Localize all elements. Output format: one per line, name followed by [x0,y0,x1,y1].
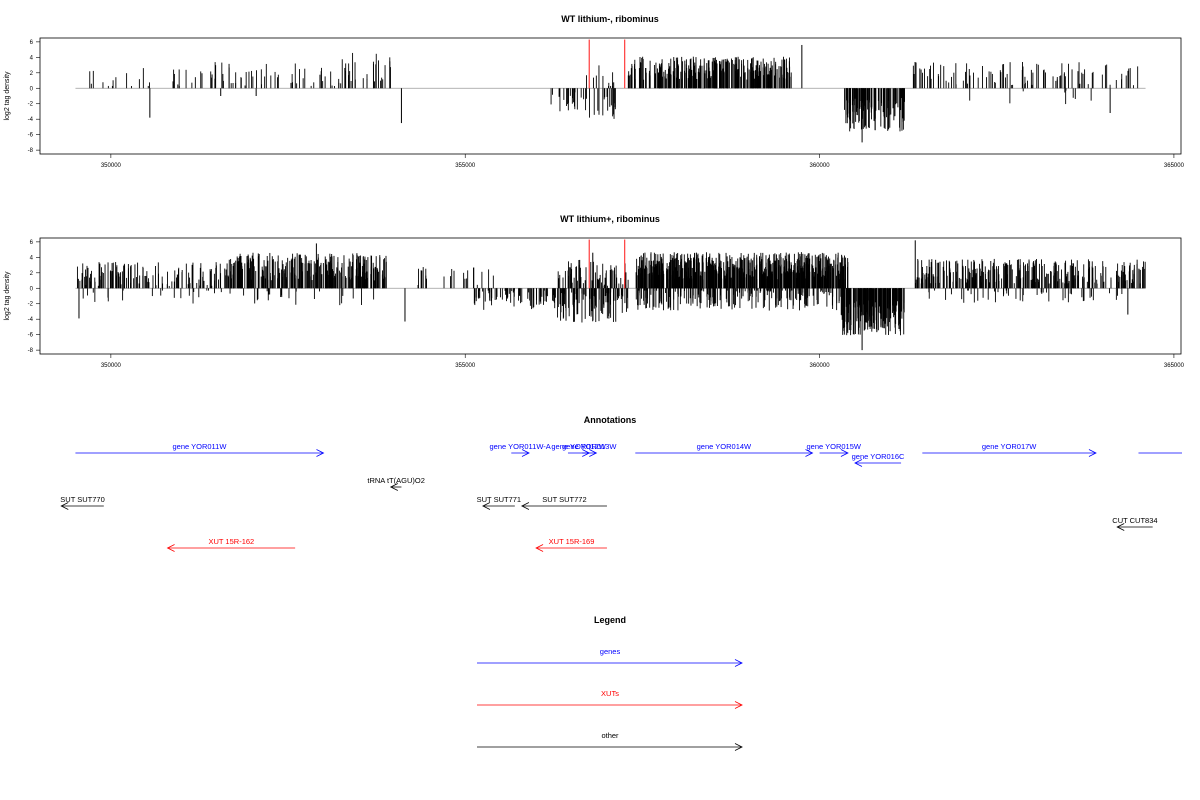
y-tick-label: -8 [28,148,34,154]
feature-arrow-head [1116,523,1125,531]
y-tick-label: 6 [30,40,34,46]
legend-entry: genes [477,647,743,667]
legend-label: other [601,731,619,740]
feature-arrow [922,449,1097,457]
y-tick-label: -4 [28,117,34,123]
feature-label: SUT SUT772 [542,495,586,504]
feature-arrow [582,449,598,457]
feature-arrow [535,544,607,552]
x-tick-label: 350000 [101,363,122,369]
panel-1-ylabel: log2 tag density [4,71,11,121]
feature-arrow-head [316,449,325,457]
feature-arrow [521,502,607,510]
y-tick-label: 2 [30,271,34,277]
feature-arrow [60,502,104,510]
feature-arrow-head [805,449,814,457]
y-tick-label: 6 [30,240,34,246]
feature-arrow [854,459,902,467]
legend-arrow-head [734,743,743,751]
y-tick-label: -4 [28,317,34,323]
feature-arrow [1116,523,1153,531]
y-tick-label: -2 [28,302,34,308]
panel-2-ylabel: log2 tag density [4,271,11,321]
y-tick-label: 4 [30,55,34,61]
feature-arrow-head [389,483,398,491]
feature-label: XUT 15R-169 [549,537,595,546]
feature-label: XUT 15R-162 [208,537,254,546]
annotation-features: gene YOR011W gene YOR011W-A gene YOR012Wge… [60,442,1182,552]
panel-2-axes: 6 4 2 0 -2 -4 -6 -8 350000 355000 360000 365000 [28,240,1185,369]
feature-arrow-head [854,459,863,467]
legend-entries: genes XUTs other [477,647,743,751]
feature-arrow [511,449,530,457]
y-tick-label: 4 [30,255,34,261]
feature-label: tRNA tT(AGU)O2 [367,476,425,485]
legend-title: Legend [594,615,626,625]
y-tick-label: -6 [28,333,34,339]
feature-arrow-head [166,544,175,552]
panel-1-bars [75,39,1146,143]
feature-arrow [389,483,402,491]
feature-label: gene YOR011W-A [489,442,550,451]
x-tick-label: 365000 [1164,363,1185,369]
feature-label: gene YOR016C [852,452,905,461]
feature-arrow [482,502,515,510]
x-tick-label: 355000 [455,163,476,169]
panel-2-bars [75,239,1146,351]
feature-label: gene YOR013W [562,442,617,451]
x-tick-label: 350000 [101,163,122,169]
y-tick-label: 2 [30,71,34,77]
x-tick-label: 365000 [1164,163,1185,169]
legend-arrow-head [734,659,743,667]
annotation-panel: Annotations gene YOR011W gene YOR011W-A ge… [60,415,1182,552]
feature-label: gene YOR011W [172,442,227,451]
legend-panel: Legend genes XUTs other [477,615,743,751]
feature-arrow-head [840,449,849,457]
legend-arrow-head [734,701,743,709]
track-panel-1: WT lithium-, ribominus log2 tag density … [4,14,1185,169]
feature-label: gene YOR017W [982,442,1037,451]
feature-label: gene YOR015W [806,442,861,451]
feature-arrow-head [521,502,530,510]
y-tick-label: -6 [28,133,34,139]
y-tick-label: 0 [30,286,34,292]
feature-arrow [166,544,296,552]
feature-arrow-head [535,544,544,552]
y-tick-label: 0 [30,86,34,92]
legend-entry: other [477,731,743,751]
feature-arrow-head [521,449,530,457]
panel-2-title: WT lithium+, ribominus [560,214,660,224]
panel-1-title: WT lithium-, ribominus [561,14,659,24]
feature-arrow [819,449,849,457]
feature-label: CUT CUT834 [1112,516,1157,525]
feature-label: gene YOR014W [697,442,752,451]
feature-label: gene YOR012W [551,442,606,451]
legend-label: genes [600,647,621,656]
panel-1-axes: 6 4 2 0 -2 -4 -6 -8 350000 355000 360000 365000 [28,40,1185,169]
feature-label: SUT SUT771 [477,495,521,504]
feature-arrow [635,449,814,457]
feature-arrow-head [482,502,491,510]
panel-1-frame [39,37,1182,155]
feature-arrow-head [1088,449,1097,457]
legend-entry: XUTs [477,689,743,709]
x-tick-label: 355000 [455,363,476,369]
legend-label: XUTs [601,689,619,698]
feature-arrow [75,449,325,457]
y-tick-label: -8 [28,348,34,354]
x-tick-label: 360000 [810,163,831,169]
annotations-title: Annotations [584,415,637,425]
feature-label: SUT SUT770 [60,495,104,504]
panel-2-frame [39,237,1182,355]
x-tick-label: 360000 [810,363,831,369]
y-tick-label: -2 [28,102,34,108]
feature-arrow-head [60,502,69,510]
track-panel-2: WT lithium+, ribominus log2 tag density … [4,214,1185,369]
feature-arrow-head [589,449,598,457]
